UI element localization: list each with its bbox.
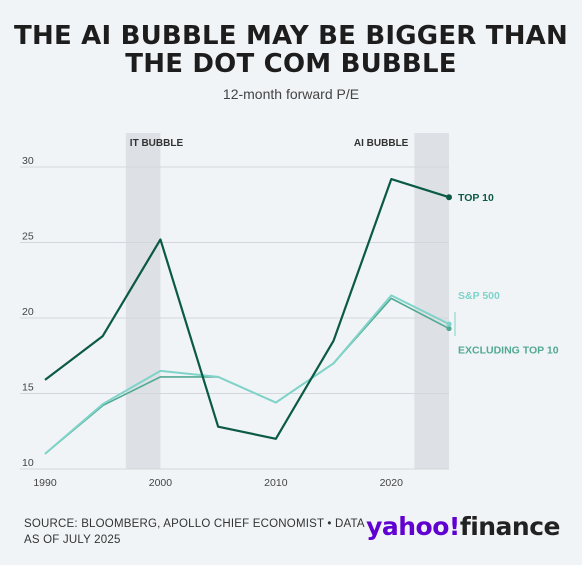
y-tick-label-15: 15 <box>22 382 34 394</box>
yahoo-finance-logo: yahoo!finance <box>366 512 560 541</box>
title-line-2: THE DOT COM BUBBLE <box>125 49 457 79</box>
shaded-region-label-2: AI BUBBLE <box>354 138 409 149</box>
y-tick-label-25: 25 <box>22 231 34 243</box>
title-line-1: THE AI BUBBLE MAY BE BIGGER THAN <box>14 21 568 51</box>
shaded-region-label-1: IT BUBBLE <box>130 138 184 149</box>
x-tick-label-2010: 2010 <box>264 477 288 489</box>
x-axis-tick-labels: 1990 2000 2010 2020 <box>33 477 403 489</box>
x-tick-label-1990: 1990 <box>33 477 57 489</box>
y-tick-label-30: 30 <box>22 155 34 167</box>
series-line-3 <box>44 297 450 455</box>
y-tick-label-20: 20 <box>22 306 34 318</box>
shaded-region-2 <box>414 133 449 469</box>
series-label-3: EXCLUDING TOP 10 <box>458 345 559 357</box>
chart-title: THE AI BUBBLE MAY BE BIGGER THAN THE DOT… <box>0 22 582 78</box>
series-end-marker-1 <box>446 194 452 201</box>
y-tick-label-10: 10 <box>22 457 34 469</box>
shaded-region-1 <box>125 133 161 469</box>
x-tick-label-2020: 2020 <box>380 477 404 489</box>
gridlines <box>20 166 449 470</box>
series-label-1: TOP 10 <box>458 192 494 204</box>
series-line-1 <box>44 177 450 440</box>
chart-subtitle: 12-month forward P/E <box>222 86 360 102</box>
series-label-2: S&P 500 <box>458 290 500 302</box>
series-labels: TOP 10 S&P 500 EXCLUDING TOP 10 <box>454 192 559 357</box>
series-lines <box>44 177 452 455</box>
source-note: SOURCE: BLOOMBERG, APOLLO CHIEF ECONOMIS… <box>24 518 365 546</box>
series-line-2 <box>44 294 450 455</box>
logo-part-finance: finance <box>459 512 561 541</box>
logo-part-yahoo: yahoo! <box>366 512 460 541</box>
series-end-marker-3 <box>446 325 452 332</box>
y-axis-tick-labels: 10 15 20 25 30 <box>22 155 34 469</box>
series-end-marker-2 <box>446 321 452 327</box>
x-tick-label-2000: 2000 <box>149 477 173 489</box>
